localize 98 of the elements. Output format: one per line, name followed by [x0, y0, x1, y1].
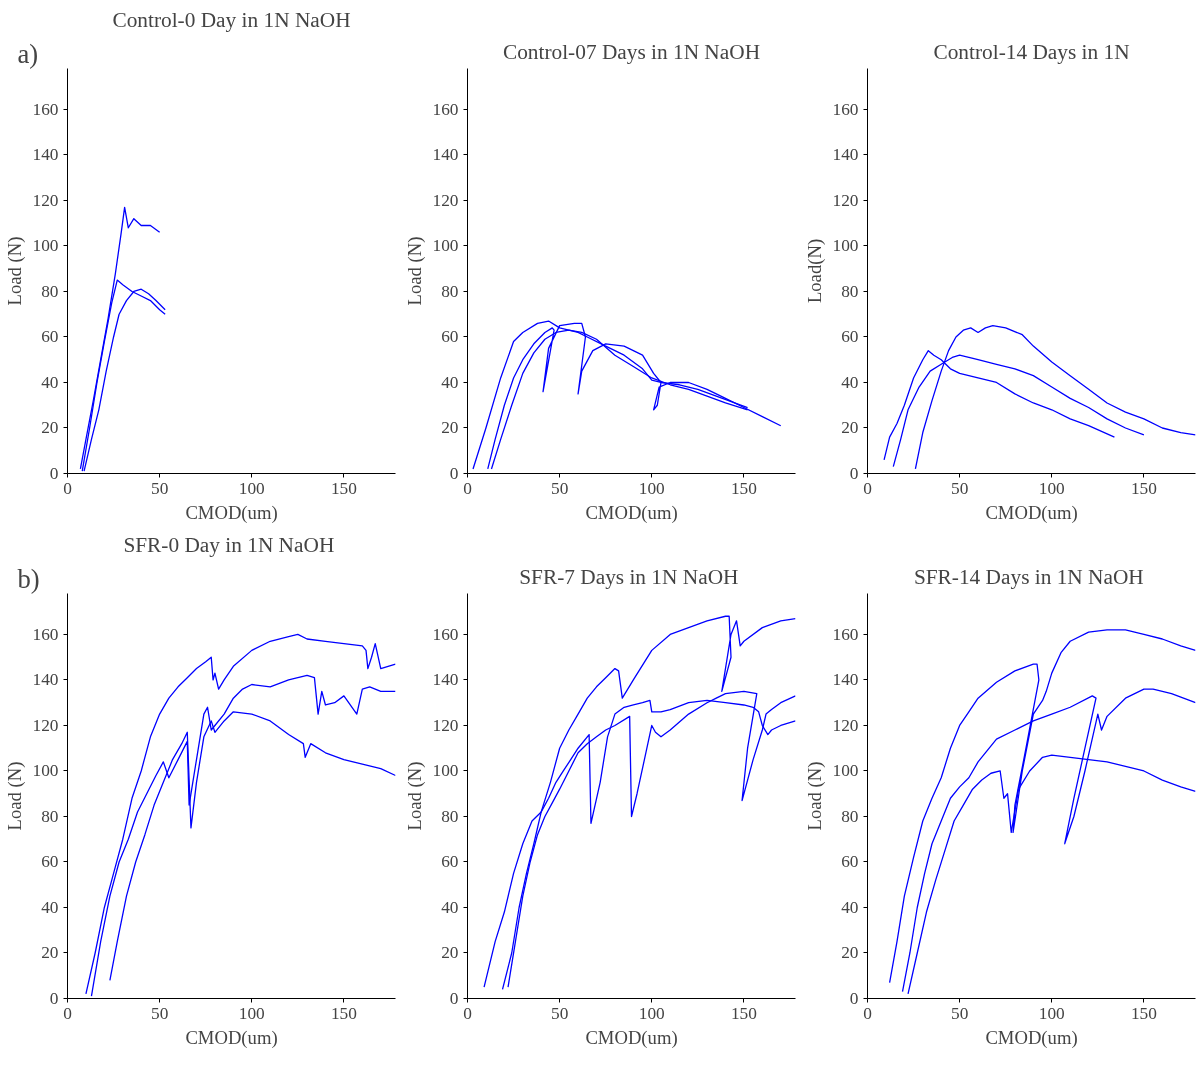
y-tick-label: 120	[32, 190, 59, 210]
y-tick-label: 40	[41, 897, 59, 917]
y-axis-title: Load (N)	[3, 236, 26, 306]
y-tick-label: 140	[432, 670, 459, 690]
y-tick-label: 120	[832, 715, 859, 735]
y-tick-label: 100	[32, 761, 59, 781]
x-tick-label: 100	[238, 1003, 265, 1023]
y-tick-label: 80	[841, 281, 859, 301]
chart-title: Control-07 Days in 1N NaOH	[502, 39, 761, 64]
y-tick-label: 80	[841, 806, 859, 826]
x-tick-label: 0	[63, 1003, 72, 1023]
x-tick-label: 100	[1038, 478, 1065, 498]
x-tick-label: 0	[863, 478, 872, 498]
x-tick-label: 100	[1038, 1003, 1065, 1023]
x-tick-label: 100	[238, 478, 265, 498]
y-tick-label: 120	[432, 190, 459, 210]
y-tick-label: 160	[432, 99, 459, 119]
y-tick-label: 20	[841, 943, 859, 963]
y-tick-label: 20	[41, 943, 59, 963]
y-tick-label: 40	[841, 897, 859, 917]
y-tick-label: 80	[441, 806, 459, 826]
y-tick-label: 60	[441, 327, 459, 347]
y-tick-label: 80	[41, 281, 59, 301]
y-tick-label: 140	[832, 670, 859, 690]
x-tick-label: 50	[950, 1003, 969, 1023]
x-tick-label: 150	[1130, 1003, 1157, 1023]
y-tick-label: 120	[832, 190, 859, 210]
x-tick-label: 100	[638, 478, 665, 498]
y-tick-label: 80	[441, 281, 459, 301]
y-tick-label: 120	[432, 715, 459, 735]
y-tick-label: 140	[832, 145, 859, 165]
y-tick-label: 160	[832, 99, 859, 119]
x-tick-label: 50	[550, 478, 569, 498]
y-tick-label: 100	[832, 761, 859, 781]
x-tick-label: 150	[330, 478, 357, 498]
y-tick-label: 40	[41, 372, 59, 392]
x-tick-label: 100	[638, 1003, 665, 1023]
y-tick-label: 120	[32, 715, 59, 735]
chart-title: Control-14 Days in 1N	[933, 39, 1130, 64]
x-tick-label: 0	[863, 1003, 872, 1023]
y-axis-title: Load (N)	[3, 761, 26, 831]
y-axis-title: Load (N)	[403, 761, 426, 831]
y-tick-label: 60	[841, 327, 859, 347]
y-tick-label: 20	[441, 943, 459, 963]
y-tick-label: 40	[441, 372, 459, 392]
y-tick-label: 60	[841, 852, 859, 872]
x-axis-title: CMOD(um)	[985, 1026, 1078, 1049]
x-tick-label: 50	[550, 1003, 569, 1023]
x-tick-label: 150	[730, 478, 757, 498]
chart-title: SFR-7 Days in 1N NaOH	[519, 564, 739, 589]
y-tick-label: 100	[432, 761, 459, 781]
y-tick-label: 0	[449, 464, 459, 483]
y-tick-label: 40	[441, 897, 459, 917]
x-tick-label: 150	[730, 1003, 757, 1023]
text: a)	[17, 38, 39, 69]
y-tick-label: 100	[832, 236, 859, 256]
y-tick-label: 100	[32, 236, 59, 256]
y-axis-title: Load (N)	[803, 761, 826, 831]
y-tick-label: 60	[41, 852, 59, 872]
chart-title: SFR-0 Day in 1N NaOH	[123, 532, 335, 557]
y-tick-label: 160	[32, 99, 59, 119]
x-axis-title: CMOD(um)	[585, 1026, 678, 1049]
text: b)	[17, 563, 40, 594]
y-tick-label: 0	[49, 989, 59, 1008]
y-tick-label: 160	[832, 624, 859, 644]
y-axis-title: Load(N)	[803, 238, 826, 304]
x-axis-title: CMOD(um)	[585, 501, 678, 524]
y-tick-label: 100	[432, 236, 459, 256]
x-tick-label: 150	[1130, 478, 1157, 498]
chart-title: SFR-14 Days in 1N NaOH	[913, 564, 1144, 589]
x-tick-label: 0	[463, 478, 472, 498]
y-tick-label: 140	[32, 670, 59, 690]
x-axis-title: CMOD(um)	[985, 501, 1078, 524]
y-tick-label: 60	[441, 852, 459, 872]
y-axis-title: Load (N)	[403, 236, 426, 306]
y-tick-label: 140	[32, 145, 59, 165]
y-tick-label: 140	[432, 145, 459, 165]
y-tick-label: 20	[441, 418, 459, 438]
x-tick-label: 0	[463, 1003, 472, 1023]
chart-title: Control-0 Day in 1N NaOH	[112, 7, 351, 32]
x-tick-label: 50	[150, 478, 169, 498]
y-tick-label: 80	[41, 806, 59, 826]
y-tick-label: 20	[41, 418, 59, 438]
y-tick-label: 0	[449, 989, 459, 1008]
y-tick-label: 0	[49, 464, 59, 483]
y-tick-label: 160	[32, 624, 59, 644]
y-tick-label: 0	[849, 989, 859, 1008]
y-tick-label: 160	[432, 624, 459, 644]
y-tick-label: 40	[841, 372, 859, 392]
x-tick-label: 0	[63, 478, 72, 498]
x-axis-title: CMOD(um)	[185, 1026, 278, 1049]
y-tick-label: 20	[841, 418, 859, 438]
y-tick-label: 0	[849, 464, 859, 483]
x-tick-label: 50	[150, 1003, 169, 1023]
y-tick-label: 60	[41, 327, 59, 347]
x-axis-title: CMOD(um)	[185, 501, 278, 524]
x-tick-label: 150	[330, 1003, 357, 1023]
x-tick-label: 50	[950, 478, 969, 498]
